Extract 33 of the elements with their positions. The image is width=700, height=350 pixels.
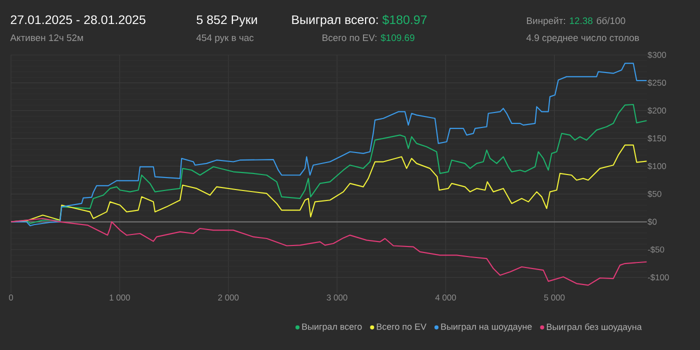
x-tick-label: 5 000 (544, 294, 565, 301)
y-tick-label: $150 (648, 134, 666, 142)
text: бб/100 (596, 17, 626, 24)
x-tick-label: 2 000 (218, 294, 239, 301)
y-tick-label: $300 (648, 52, 666, 58)
text: $180.97 (382, 14, 427, 25)
y-tick-label: $100 (648, 162, 666, 170)
text: 5 852 Руки (196, 15, 257, 27)
legend-label: Всего по EV (376, 324, 426, 330)
y-tick-label: -$50 (648, 246, 664, 254)
text: Выиграл всего: (292, 15, 378, 27)
text: 454 рук в час (196, 34, 254, 43)
x-tick-label: 4 000 (435, 294, 456, 301)
y-tick-label: $50 (648, 190, 662, 198)
legend-label: Выиграл без шоудауна (546, 323, 642, 332)
text: 4.9 среднее число столов (526, 34, 639, 43)
y-tick-label: -$100 (648, 274, 669, 281)
chart-subtitle: Активен 12ч 52м (10, 34, 83, 42)
text: 12.38 (570, 17, 592, 24)
x-tick-label: 0 (8, 294, 14, 301)
text: Всего по EV: (322, 34, 376, 42)
legend-label: Выиграл всего (302, 324, 362, 332)
y-tick-label: $200 (648, 107, 666, 114)
legend-label: Выиграл на шоудауне (441, 324, 532, 332)
line-series (10, 62, 648, 226)
x-tick-label: 1 000 (110, 294, 130, 301)
x-tick-label: 3 000 (326, 294, 348, 301)
line-series (10, 218, 648, 286)
text: $109.69 (380, 34, 414, 42)
y-tick-label: $0 (648, 218, 657, 226)
chart-title: 27.01.2025 - 28.01.2025 (10, 15, 146, 24)
y-tick-label: $250 (648, 79, 666, 86)
text: Винрейт: (526, 16, 565, 26)
